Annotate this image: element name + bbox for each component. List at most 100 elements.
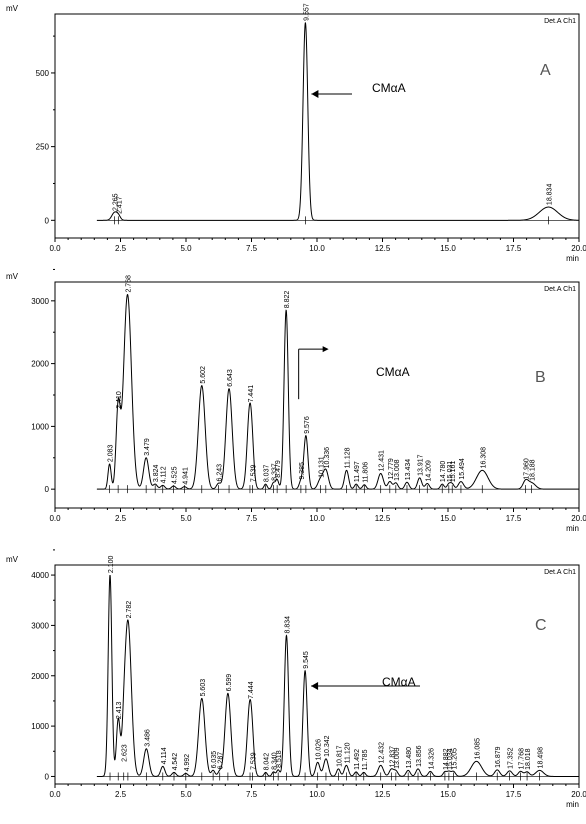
annotation-arrowhead: [311, 682, 319, 690]
x-tick-label: 0.0: [49, 244, 61, 253]
peak-label: 18.018: [525, 748, 532, 770]
y-tick-label: 0: [45, 216, 50, 225]
peak-label: 3.479: [144, 438, 151, 456]
peak-label: 16.085: [474, 738, 481, 760]
y-unit-label: mV: [6, 555, 19, 564]
peak-label: 6.243: [217, 464, 224, 482]
chromatogram-trace: [96, 574, 579, 777]
y-tick-label: 1000: [31, 422, 49, 431]
x-tick-label: 10.0: [309, 790, 325, 799]
x-tick-label: 12.5: [375, 790, 391, 799]
peak-label: 2.100: [108, 555, 115, 573]
peak-label: 5.603: [200, 679, 207, 697]
x-unit-label: min: [566, 800, 579, 809]
peak-label: 7.444: [248, 681, 255, 699]
peak-label: 10.342: [324, 735, 331, 757]
peak-label: 5.602: [200, 366, 207, 384]
peak-label: 15.161: [450, 461, 457, 483]
peak-label: 13.008: [394, 459, 401, 481]
peak-label: 4.992: [184, 754, 191, 772]
x-tick-label: 10.0: [309, 244, 325, 253]
x-tick-label: 15.0: [440, 790, 456, 799]
y-tick-label: 500: [36, 69, 50, 78]
chromatogram-trace: [96, 22, 579, 221]
x-tick-label: 5.0: [180, 514, 192, 523]
peak-label: 10.336: [324, 447, 331, 469]
y-tick-label: 1000: [31, 722, 49, 731]
peak-label: 6.287: [218, 752, 225, 770]
peak-label: 18.498: [538, 747, 545, 769]
peak-label: 8.518: [276, 750, 283, 768]
peak-label: 2.782: [126, 601, 133, 619]
peak-label: 8.337: [271, 463, 278, 481]
peak-label: 13.917: [418, 454, 425, 476]
peak-label: 7.539: [251, 465, 258, 483]
x-tick-label: 0.0: [49, 514, 61, 523]
x-tick-label: 17.5: [506, 790, 522, 799]
peak-label: 14.882: [443, 748, 450, 770]
x-tick-label: 2.5: [115, 514, 127, 523]
annotation-label: CMαA: [382, 675, 416, 689]
detector-label: Det.A Ch1: [544, 286, 576, 293]
x-tick-label: 12.5: [375, 244, 391, 253]
y-tick-label: 2000: [31, 360, 49, 369]
detector-label: Det.A Ch1: [544, 569, 576, 576]
peak-label: 2.083: [108, 444, 115, 462]
peak-label: 18.834: [546, 184, 553, 206]
panel-letter: B: [535, 369, 546, 386]
x-tick-label: 7.5: [246, 790, 258, 799]
peak-label: 16.879: [495, 746, 502, 768]
peak-label: 17.768: [519, 748, 526, 770]
peak-label: 13.480: [406, 747, 413, 769]
peak-label: 12.431: [379, 450, 386, 472]
peak-label: 6.599: [226, 674, 233, 692]
x-tick-label: 0.0: [49, 790, 61, 799]
x-tick-label: 12.5: [375, 514, 391, 523]
peak-label: 8.834: [284, 616, 291, 634]
peak-label: 18.188: [530, 459, 537, 481]
peak-label: 10.131: [318, 456, 325, 478]
peak-label: 17.352: [508, 747, 515, 769]
peak-label: 16.308: [480, 447, 487, 469]
peak-label: 11.492: [354, 749, 361, 770]
annotation-arrowhead: [311, 90, 319, 98]
x-tick-label: 20.0: [571, 244, 586, 253]
x-tick-label: 20.0: [571, 790, 586, 799]
x-tick-label: 20.0: [571, 514, 586, 523]
peak-label: 4.542: [172, 753, 179, 771]
x-tick-label: 5.0: [180, 790, 192, 799]
panel-letter: A: [540, 62, 551, 79]
x-tick-label: 10.0: [309, 514, 325, 523]
x-unit-label: min: [566, 254, 579, 263]
peak-label: 10.817: [336, 745, 343, 767]
peak-label: 4.941: [182, 467, 189, 485]
y-tick-label: 0: [45, 772, 50, 781]
peak-label: 12.432: [379, 742, 386, 764]
peak-label: 11.806: [362, 462, 369, 483]
peak-label: 4.112: [161, 466, 168, 483]
y-tick-label: 0: [45, 485, 50, 494]
chart-panel-a: mV Det.A Ch1 min 0 250 500 0.0 2.5 5.0 7.5 10.0 12.…: [6, 3, 586, 263]
peak-label: 2.768: [126, 275, 133, 293]
peak-label: 13.856: [416, 745, 423, 767]
annotation-arrowhead: [322, 346, 329, 353]
peak-label: 14.780: [440, 461, 447, 483]
x-tick-label: 2.5: [115, 790, 127, 799]
y-tick-label: 3000: [31, 621, 49, 630]
detector-label: Det.A Ch1: [544, 18, 576, 25]
x-tick-label: 7.5: [246, 244, 258, 253]
peak-label: 2.413: [116, 701, 123, 719]
peak-label: 7.539: [251, 752, 258, 770]
peak-label: 2.410: [116, 391, 123, 409]
y-unit-label: mV: [6, 4, 19, 13]
peak-label: 15.034: [447, 748, 454, 770]
peak-label: 15.205: [451, 748, 458, 770]
x-tick-label: 5.0: [180, 244, 192, 253]
annotation-label: CMαA: [376, 365, 410, 379]
peak-label: 11.120: [344, 742, 351, 763]
peak-label: 10.026: [316, 739, 323, 761]
peak-label: 4.525: [172, 466, 179, 484]
x-tick-label: 17.5: [506, 514, 522, 523]
y-tick-label: 4000: [31, 571, 49, 580]
